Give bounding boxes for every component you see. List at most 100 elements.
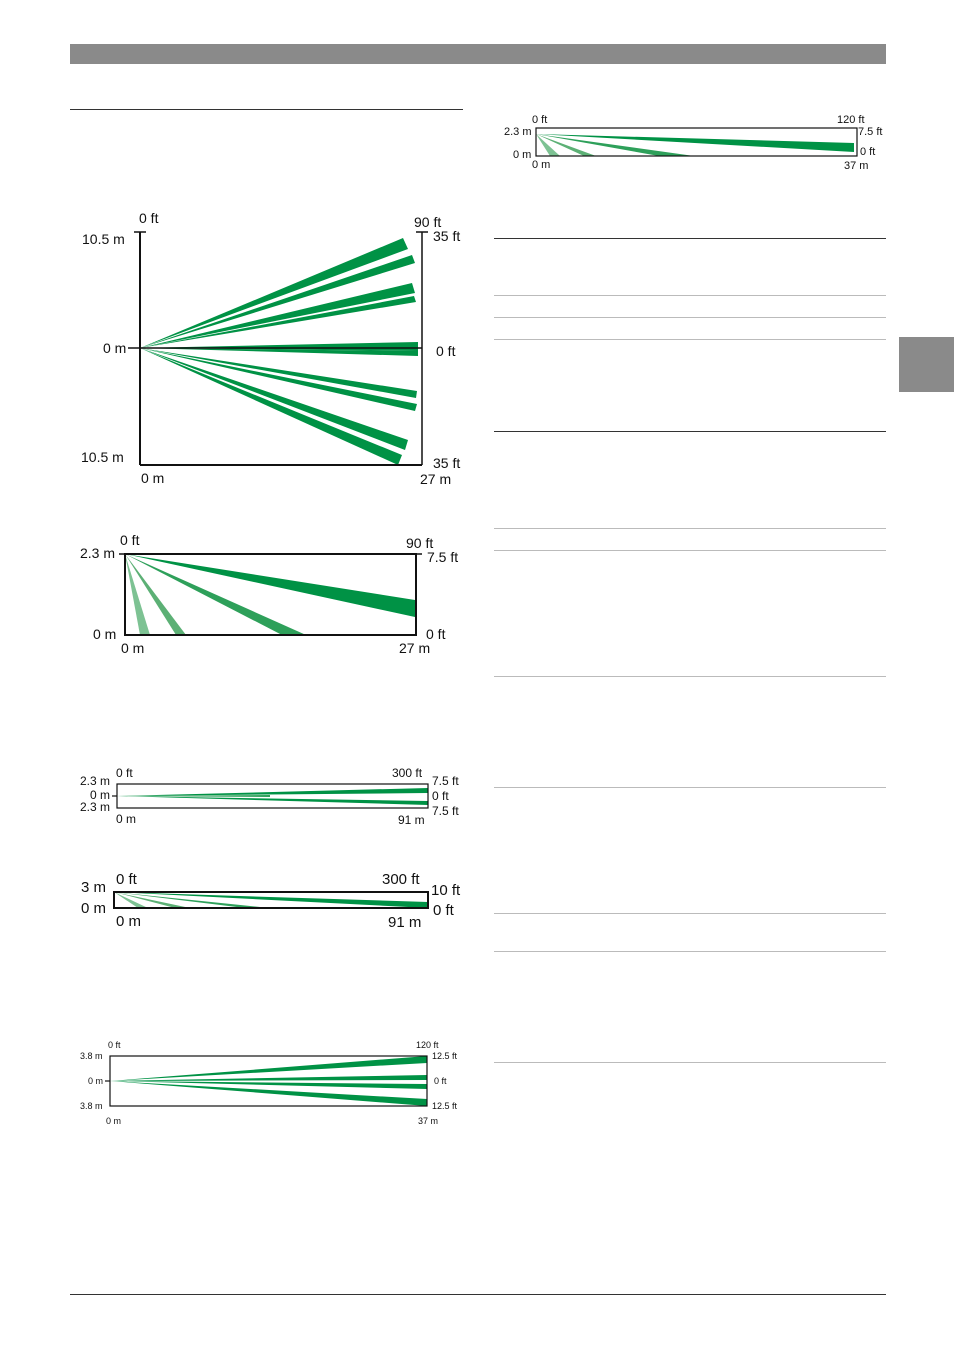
label-left-top-m: 3 m [81, 879, 106, 896]
label-bottom-left-m: 0 m [532, 159, 550, 171]
table-rule [494, 431, 886, 432]
coverage-diagram-side-37m: 0 ft 120 ft 2.3 m 7.5 ft 0 m 0 ft 0 m 37… [504, 114, 882, 172]
beam [114, 892, 270, 908]
beam [117, 796, 428, 805]
label-right-top-ft: 35 ft [433, 228, 460, 244]
label-bottom-right-m: 27 m [399, 640, 430, 656]
beam-group [125, 554, 415, 635]
label-right-top-ft: 7.5 ft [427, 549, 458, 565]
table-rule [494, 339, 886, 340]
label-bottom-left-m: 0 m [116, 913, 141, 930]
label-bottom-right-m: 27 m [420, 471, 451, 487]
table-rule [494, 951, 886, 952]
beam [140, 255, 415, 348]
table-rule [494, 787, 886, 788]
label-left-bottom-m: 0 m [93, 626, 116, 642]
beam [536, 134, 596, 156]
beam [125, 554, 415, 617]
beam-group [536, 134, 854, 156]
table-rule [494, 238, 886, 239]
label-right-top-ft: 7.5 ft [858, 126, 882, 138]
label-top-right-ft: 90 ft [414, 214, 441, 230]
beam [536, 134, 854, 152]
beam [140, 348, 408, 450]
label-left-top-m: 3.8 m [80, 1051, 103, 1061]
beam [140, 348, 417, 398]
label-right-bottom-ft: 35 ft [433, 455, 460, 471]
beam [140, 283, 415, 348]
frame-box [124, 553, 417, 636]
beam [117, 788, 428, 796]
beam [110, 1081, 427, 1106]
label-right-bottom-ft: 0 ft [433, 902, 455, 919]
label-top-left-ft: 0 ft [108, 1040, 121, 1050]
table-rule [494, 317, 886, 318]
label-bottom-left-m: 0 m [121, 640, 144, 656]
table-rule [494, 550, 886, 551]
frame-box [535, 127, 858, 157]
label-right-mid-ft: 0 ft [432, 789, 449, 803]
label-right-bottom-ft: 0 ft [860, 146, 875, 158]
beam [140, 296, 416, 348]
label-left-bottom-m: 3.8 m [80, 1101, 103, 1111]
coverage-diagram-top-37m: 0 ft 120 ft 3.8 m 12.5 ft 0 m 0 ft 3.8 m… [80, 1040, 458, 1126]
beam-group [117, 788, 428, 805]
label-left-top-m: 2.3 m [80, 774, 110, 788]
label-right-bottom-ft: 0 ft [426, 626, 446, 642]
beam [110, 1075, 427, 1081]
label-bottom-left-m: 0 m [106, 1116, 121, 1126]
chapter-tab [899, 337, 954, 392]
label-left-mid-m: 0 m [103, 340, 126, 356]
label-left-bottom-m: 10.5 m [81, 449, 124, 465]
table-rule [494, 913, 886, 914]
label-top-left-ft: 0 ft [116, 766, 133, 780]
beam [125, 554, 306, 635]
label-top-right-ft: 300 ft [392, 766, 423, 780]
label-left-top-m: 2.3 m [504, 126, 532, 138]
table-rule [494, 528, 886, 529]
label-bottom-left-m: 0 m [116, 812, 136, 826]
label-left-top-m: 10.5 m [82, 231, 125, 247]
beam [536, 134, 694, 156]
beam [114, 892, 148, 908]
coverage-diagram-top-27m: 0 ft 90 ft 35 ft 10.5 m 0 m 0 ft 10.5 m … [81, 210, 460, 487]
label-top-left-ft: 0 ft [532, 114, 547, 126]
label-top-right-ft: 120 ft [837, 114, 865, 126]
beam-group [110, 1056, 427, 1106]
label-right-top-ft: 7.5 ft [432, 774, 459, 788]
label-bottom-left-m: 0 m [141, 470, 164, 486]
beam-group [140, 238, 418, 465]
label-right-bottom-ft: 7.5 ft [432, 804, 459, 818]
label-left-mid-m: 0 m [90, 788, 110, 802]
label-left-bottom-m: 2.3 m [80, 800, 110, 814]
coverage-diagram-side-91m: 3 m 0 ft 300 ft 10 ft 0 m 0 ft 0 m 91 m [81, 871, 461, 931]
table-rule [494, 1062, 886, 1063]
beam [110, 1056, 427, 1081]
coverage-diagram-side-27m: 0 ft 90 ft 2.3 m 7.5 ft 0 m 0 ft 0 m 27 … [80, 532, 458, 656]
label-right-mid-ft: 0 ft [434, 1076, 447, 1086]
footer-rule [70, 1294, 886, 1295]
label-top-right-ft: 300 ft [382, 871, 420, 888]
label-top-right-ft: 90 ft [406, 535, 433, 551]
beam [140, 348, 402, 465]
label-left-mid-m: 0 m [88, 1076, 103, 1086]
label-right-top-ft: 12.5 ft [432, 1051, 458, 1061]
beam-group [114, 892, 428, 908]
coverage-diagram-top-91m: 0 ft 300 ft 2.3 m 7.5 ft 0 m 0 ft 2.3 m … [80, 766, 459, 827]
header-bar [70, 44, 886, 64]
beam [114, 892, 190, 908]
table-rule [494, 295, 886, 296]
beam [140, 238, 408, 348]
label-top-left-ft: 0 ft [139, 210, 159, 226]
label-bottom-right-m: 37 m [844, 160, 868, 172]
frame-box [113, 891, 429, 909]
label-bottom-right-m: 91 m [398, 813, 425, 827]
label-bottom-right-m: 91 m [388, 914, 421, 931]
label-left-top-m: 2.3 m [80, 545, 115, 561]
label-right-top-ft: 10 ft [431, 882, 461, 899]
label-top-left-ft: 0 ft [116, 871, 138, 888]
label-left-bottom-m: 0 m [513, 149, 531, 161]
beam [125, 554, 186, 635]
section-rule-left [70, 109, 463, 110]
beam [536, 134, 560, 156]
